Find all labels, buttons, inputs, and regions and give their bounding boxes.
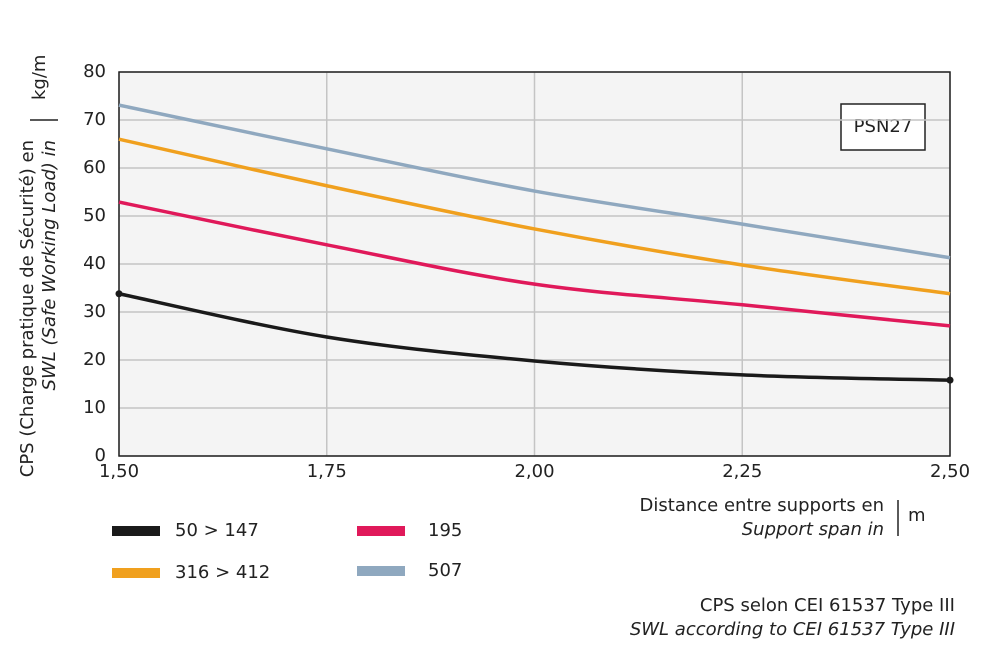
y-tick-label: 10 xyxy=(83,397,106,418)
end-point xyxy=(946,376,954,384)
footnote: CPS selon CEI 61537 Type III xyxy=(700,595,955,616)
x-tick-label: 1,50 xyxy=(99,461,139,482)
footnote-en: SWL according to CEI 61537 Type III xyxy=(630,619,955,640)
y-tick-label: 50 xyxy=(83,205,106,226)
y-tick-label: 20 xyxy=(83,349,106,370)
x-tick-label: 2,50 xyxy=(930,461,970,482)
legend-swatch xyxy=(112,568,160,578)
x-tick-label: 1,75 xyxy=(307,461,347,482)
legend-swatch xyxy=(357,566,405,576)
x-tick-label: 2,00 xyxy=(514,461,554,482)
y-tick-label: 40 xyxy=(83,253,106,274)
y-tick-label: 30 xyxy=(83,301,106,322)
plot-border xyxy=(118,71,951,457)
legend-label: 50 > 147 xyxy=(175,520,259,541)
y-axis-title: CPS (Charge pratique de Sécurité) en SWL… xyxy=(17,55,60,478)
y-unit: kg/m xyxy=(29,55,50,100)
series-line xyxy=(118,292,951,382)
x-tick-label: 2,25 xyxy=(722,461,762,482)
legend-swatch xyxy=(357,526,405,536)
series-line xyxy=(118,200,951,328)
y-tick-label: 60 xyxy=(83,157,106,178)
legend-label: 316 > 412 xyxy=(175,562,270,583)
y-tick-label: 0 xyxy=(95,445,106,466)
series-line xyxy=(118,103,951,260)
x-unit: m xyxy=(908,505,926,526)
legend-label: 507 xyxy=(428,560,462,581)
series-line xyxy=(118,137,951,296)
legend-swatch xyxy=(112,526,160,536)
x-label-en: Support span in xyxy=(742,519,884,540)
y-label: CPS (Charge pratique de Sécurité) en xyxy=(17,140,38,477)
legend-label: 195 xyxy=(428,520,462,541)
annotation: PSN27 xyxy=(854,116,913,137)
x-label: Distance entre supports en xyxy=(640,495,884,516)
y-tick-label: 80 xyxy=(83,61,106,82)
annotation-box xyxy=(840,103,926,151)
y-tick-label: 70 xyxy=(83,109,106,130)
y-label-en: SWL (Safe Working Load) in xyxy=(39,140,60,390)
end-point xyxy=(115,290,123,298)
